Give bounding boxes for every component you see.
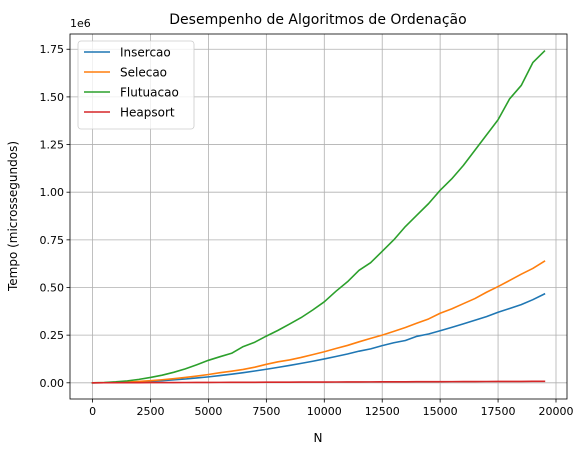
y-tick-label: 1.50 [40,91,65,104]
x-tick-label: 17500 [481,405,516,418]
series-layer [91,50,546,384]
y-axis: 0.00 0.25 0.50 0.75 1.00 1.25 1.50 1.75 [40,43,70,390]
series-line-heapsort [91,380,546,384]
y-tick-label: 0.00 [40,377,65,390]
legend: Insercao Selecao Flutuacao Heapsort [77,40,195,130]
x-tick-label: 2500 [137,405,165,418]
x-axis-title: N [314,431,323,445]
series-line-flutuacao [91,50,546,384]
x-tick-label: 12500 [365,405,400,418]
legend-box [77,40,195,130]
y-axis-title: Tempo (microssegundos) [6,141,20,292]
y-tick-label: 1.00 [40,186,65,199]
y-tick-label: 1.25 [40,139,65,152]
series-line-insercao [91,292,546,384]
y-tick-label: 0.75 [40,234,65,247]
y-offset-label: 1e6 [70,17,91,30]
legend-label-selecao: Selecao [120,66,167,80]
x-tick-label: 15000 [423,405,458,418]
series-line-selecao [91,260,546,384]
x-tick-label: 7500 [252,405,280,418]
chart-title: Desempenho de Algoritmos de Ordenação [169,12,466,28]
x-tick-label: 5000 [194,405,222,418]
legend-label-heapsort: Heapsort [120,106,175,120]
x-tick-label: 10000 [307,405,342,418]
legend-label-insercao: Insercao [120,46,171,60]
legend-label-flutuacao: Flutuacao [120,86,179,100]
plot-frame [69,33,568,400]
x-axis: 0 2500 5000 7500 10000 12500 15000 17500 20000 [89,399,573,418]
y-tick-label: 0.50 [40,281,65,294]
x-tick-label: 20000 [538,405,573,418]
x-tick-label: 0 [89,405,96,418]
y-tick-label: 1.75 [40,43,65,56]
y-tick-label: 0.25 [40,329,65,342]
